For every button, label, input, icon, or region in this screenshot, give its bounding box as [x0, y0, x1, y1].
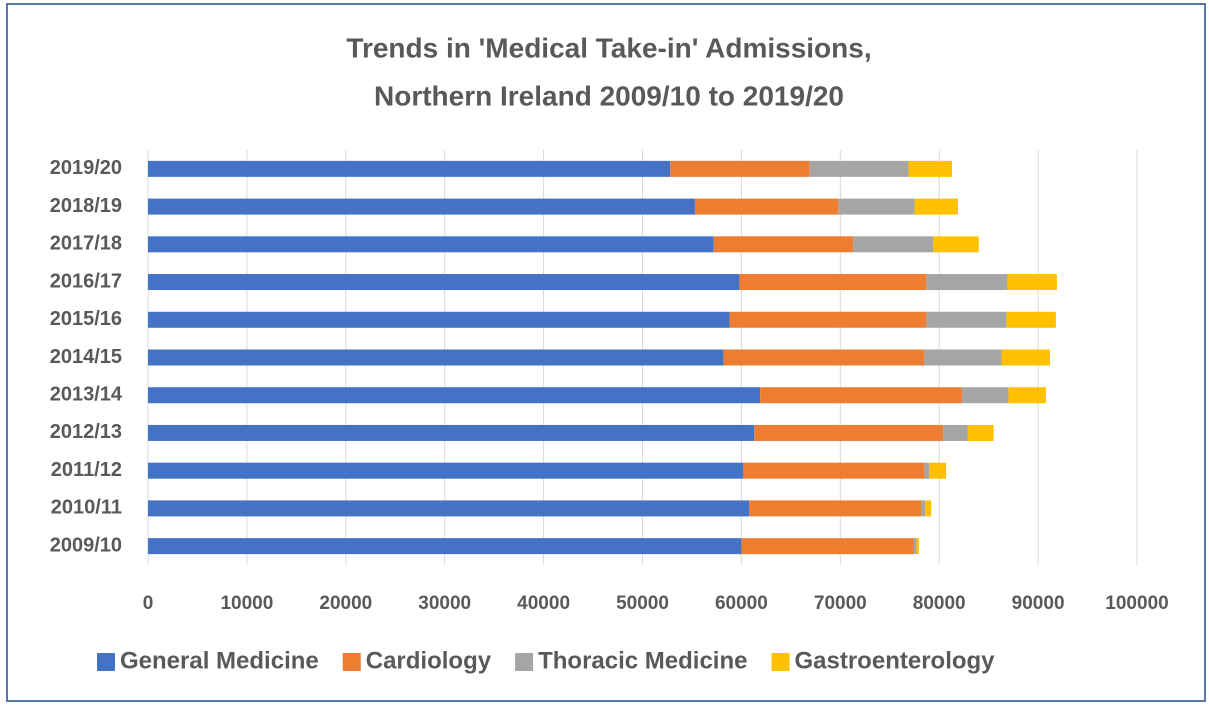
bar-segment — [926, 311, 1007, 328]
bar-segment — [924, 462, 930, 479]
chart-title: Trends in 'Medical Take-in' Admissions, — [346, 32, 871, 63]
bar-segment — [914, 198, 958, 215]
y-tick-label: 2017/18 — [50, 233, 122, 255]
x-tick-label: 10000 — [220, 593, 273, 614]
bar-segment — [743, 462, 925, 479]
bar-segment — [749, 500, 922, 517]
legend-label: Cardiology — [366, 647, 492, 674]
x-tick-label: 40000 — [517, 593, 570, 614]
bar-segment — [926, 274, 1008, 291]
legend-label: General Medicine — [120, 647, 319, 674]
x-tick-label: 30000 — [418, 593, 471, 614]
legend-swatch — [771, 653, 790, 671]
y-tick-label: 2019/20 — [50, 157, 122, 179]
bar-segment — [916, 538, 919, 555]
bar-segment — [853, 236, 934, 253]
bar-segment — [838, 198, 915, 215]
bar-segment — [760, 387, 962, 404]
bar-segment — [739, 274, 927, 291]
bar-segment — [754, 424, 944, 441]
bar-segment — [809, 160, 909, 177]
bar-segment — [925, 500, 932, 517]
x-tick-label: 90000 — [1012, 593, 1065, 614]
legend-swatch — [97, 653, 115, 671]
bar-segment — [741, 538, 914, 555]
y-tick-label: 2010/11 — [51, 497, 122, 519]
bar-segment — [967, 424, 994, 441]
y-tick-label: 2015/16 — [50, 308, 122, 330]
bar-segment — [148, 349, 724, 366]
bar-segment — [670, 160, 810, 177]
x-tick-label: 20000 — [319, 593, 372, 614]
bar-segment — [148, 500, 750, 517]
bar-segment — [921, 500, 926, 517]
bar-segment — [148, 160, 671, 177]
y-tick-label: 2014/15 — [50, 346, 122, 368]
x-tick-label: 70000 — [814, 593, 867, 614]
legend-label: Thoracic Medicine — [538, 647, 747, 674]
bar-segment — [694, 198, 839, 215]
y-tick-label: 2011/12 — [51, 459, 122, 481]
bar-segment — [148, 311, 730, 328]
bar-segment — [1006, 311, 1056, 328]
bar-segment — [723, 349, 925, 366]
y-tick-label: 2018/19 — [50, 195, 122, 217]
legend-label: Gastroenterology — [794, 647, 995, 674]
bar-segment — [148, 424, 755, 441]
bar-segment — [1008, 387, 1047, 404]
y-tick-label: 2013/14 — [50, 384, 123, 406]
bar-segment — [729, 311, 927, 328]
bar-segment — [148, 462, 744, 479]
chart-frame — [6, 3, 1206, 702]
bar-segment — [913, 538, 917, 555]
bar-segment — [148, 538, 742, 555]
y-tick-label: 2009/10 — [50, 534, 122, 556]
bar-segment — [924, 349, 1002, 366]
bar-segment — [933, 236, 979, 253]
bar-segment — [929, 462, 947, 479]
bar-segment — [943, 424, 968, 441]
chart-title: Northern Ireland 2009/10 to 2019/20 — [374, 80, 844, 111]
legend-swatch — [342, 653, 361, 671]
bar-segment — [148, 274, 740, 291]
y-tick-label: 2016/17 — [50, 270, 122, 292]
x-tick-label: 80000 — [913, 593, 966, 614]
y-tick-label: 2012/13 — [50, 421, 122, 443]
bar-segment — [713, 236, 854, 253]
bar-segment — [961, 387, 1009, 404]
bar-segment — [148, 387, 761, 404]
x-tick-label: 50000 — [616, 593, 669, 614]
bar-segment — [1007, 274, 1057, 291]
x-tick-label: 60000 — [715, 593, 768, 614]
bar-segment — [1001, 349, 1050, 366]
bar-segment — [908, 160, 953, 177]
bar-segment — [148, 198, 695, 215]
x-tick-label: 100000 — [1105, 593, 1168, 614]
legend-swatch — [515, 653, 534, 671]
x-tick-label: 0 — [143, 593, 154, 614]
bar-segment — [148, 236, 714, 253]
